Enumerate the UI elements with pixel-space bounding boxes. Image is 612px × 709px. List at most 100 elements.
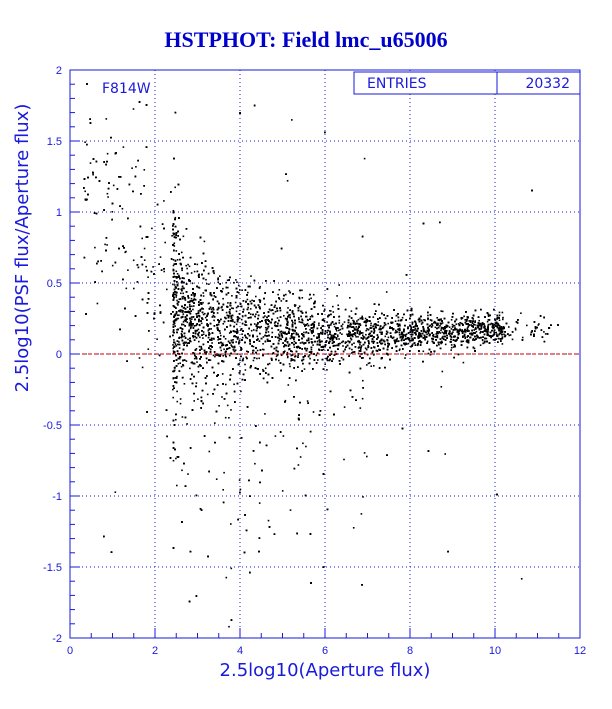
scatter-point-697 — [303, 368, 306, 370]
scatter-point-370 — [413, 329, 416, 331]
scatter-point-396 — [460, 318, 463, 320]
scatter-point-721 — [230, 523, 232, 525]
scatter-point-148 — [256, 349, 259, 352]
scatter-point-770 — [250, 275, 252, 277]
scatter-point-905 — [259, 285, 261, 288]
scatter-point-509 — [335, 338, 338, 340]
scatter-point-225 — [401, 335, 404, 337]
scatter-point-532 — [294, 304, 297, 307]
scatter-point-599 — [298, 321, 301, 323]
scatter-point-566 — [217, 281, 219, 283]
scatter-point-539 — [366, 364, 368, 366]
scatter-point-572 — [228, 625, 230, 628]
scatter-point-942 — [384, 335, 387, 338]
scatter-points — [83, 83, 559, 628]
scatter-point-568 — [238, 292, 240, 294]
scatter-point-97 — [357, 327, 359, 330]
scatter-point-247 — [270, 309, 272, 312]
scatter-point-86 — [202, 308, 204, 310]
scatter-point-436 — [310, 348, 313, 351]
scatter-point-477 — [462, 361, 465, 364]
scatter-point-763 — [215, 478, 218, 480]
scatter-point-261 — [538, 323, 540, 325]
scatter-point-862 — [471, 322, 474, 324]
scatter-point-207 — [174, 259, 177, 262]
scatter-point-860 — [440, 322, 443, 325]
scatter-point-889 — [135, 166, 137, 168]
scatter-point-847 — [141, 237, 143, 240]
scatter-point-508 — [338, 329, 340, 332]
scatter-point-764 — [474, 326, 477, 329]
scatter-point-931 — [233, 281, 235, 284]
scatter-point-101 — [284, 317, 287, 320]
scatter-point-374 — [242, 315, 244, 318]
scatter-point-906 — [303, 331, 305, 334]
scatter-point-809 — [526, 324, 528, 327]
scatter-point-445 — [357, 318, 360, 321]
scatter-point-28 — [287, 384, 290, 386]
scatter-point-563 — [218, 321, 220, 323]
scatter-point-895 — [156, 338, 158, 340]
scatter-point-7 — [235, 310, 238, 313]
scatter-point-607 — [197, 328, 200, 331]
scatter-point-616 — [264, 413, 266, 415]
scatter-point-822 — [194, 335, 197, 338]
scatter-point-201 — [143, 169, 146, 171]
scatter-point-886 — [182, 335, 184, 338]
scatter-point-817 — [441, 322, 444, 324]
scatter-point-137 — [367, 362, 370, 365]
scatter-point-696 — [377, 321, 380, 323]
scatter-point-462 — [131, 167, 133, 169]
scatter-point-823 — [365, 333, 367, 336]
scatter-point-818 — [239, 488, 242, 491]
scatter-point-892 — [176, 400, 179, 403]
scatter-point-825 — [323, 308, 326, 311]
scatter-point-731 — [334, 344, 336, 347]
scatter-point-121 — [187, 473, 189, 475]
scatter-point-331 — [222, 355, 224, 357]
scatter-point-233 — [460, 330, 463, 332]
scatter-point-338 — [368, 362, 371, 364]
scatter-point-562 — [453, 343, 456, 346]
scatter-point-355 — [472, 337, 475, 340]
scatter-point-815 — [373, 340, 376, 343]
scatter-point-938 — [202, 313, 205, 316]
scatter-point-579 — [311, 315, 314, 318]
scatter-point-363 — [184, 299, 187, 301]
scatter-point-405 — [359, 324, 362, 327]
scatter-point-855 — [372, 342, 375, 344]
scatter-point-176 — [182, 292, 184, 295]
scatter-point-350 — [343, 458, 345, 461]
scatter-point-19 — [112, 184, 115, 187]
scatter-point-379 — [247, 306, 249, 309]
scatter-point-718 — [191, 301, 194, 303]
scatter-point-919 — [240, 318, 243, 321]
scatter-point-441 — [207, 302, 210, 305]
scatter-point-627 — [537, 324, 540, 326]
scatter-point-455 — [179, 402, 182, 405]
scatter-point-597 — [202, 333, 205, 336]
scatter-point-127 — [180, 292, 182, 295]
scatter-point-222 — [452, 331, 454, 333]
scatter-point-639 — [379, 327, 381, 329]
scatter-point-582 — [255, 313, 257, 315]
scatter-point-132 — [493, 331, 495, 333]
scatter-point-286 — [232, 320, 234, 323]
scatter-point-927 — [464, 336, 466, 339]
scatter-point-403 — [278, 298, 281, 300]
scatter-point-826 — [427, 318, 429, 321]
scatter-point-520 — [280, 300, 283, 302]
scatter-point-276 — [235, 306, 238, 309]
scatter-point-738 — [305, 331, 307, 334]
scatter-point-387 — [414, 321, 417, 324]
scatter-point-244 — [187, 263, 189, 266]
scatter-point-138 — [470, 333, 473, 336]
scatter-point-686 — [259, 299, 262, 302]
scatter-point-757 — [333, 325, 336, 328]
scatter-point-371 — [444, 453, 446, 455]
scatter-point-624 — [107, 196, 109, 198]
scatter-point-449 — [347, 340, 349, 342]
scatter-point-863 — [145, 265, 147, 268]
scatter-point-713 — [487, 323, 490, 326]
scatter-point-590 — [193, 305, 195, 307]
